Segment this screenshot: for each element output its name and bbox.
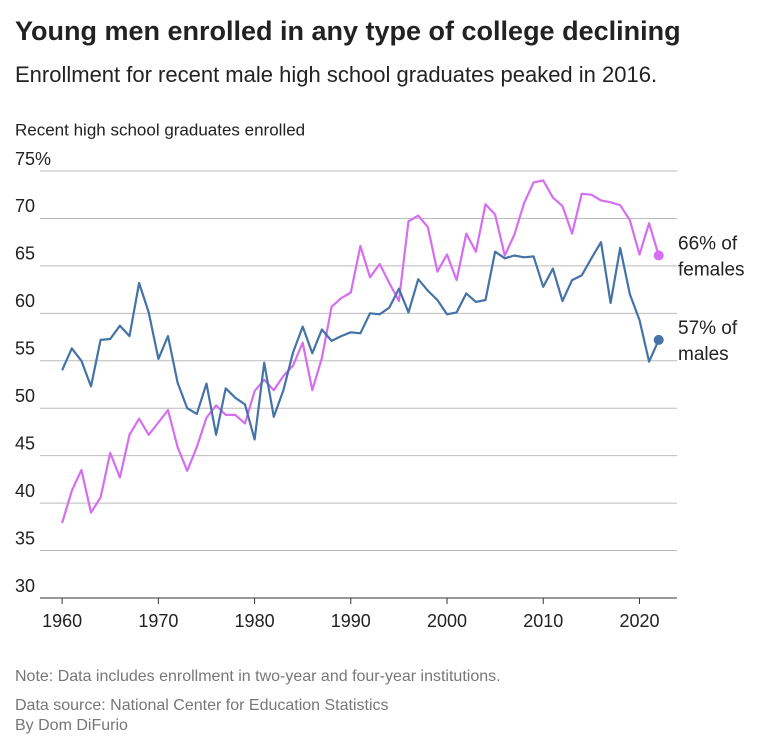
source: Data source: National Center for Educati… [15,697,389,714]
x-tick-label: 1960 [42,611,82,631]
y-tick-label: 70 [15,196,35,216]
end-label: females [678,259,745,280]
y-tick-label: 55 [15,339,35,359]
y-tick-label: 45 [15,433,35,453]
x-tick-label: 1980 [235,611,275,631]
note: Note: Data includes enrollment in two-ye… [15,668,501,685]
y-tick-label: 50 [15,386,35,406]
y-tick-label: 30 [15,576,35,596]
x-tick-label: 2010 [523,611,563,631]
series-line [61,241,660,441]
end-label: 57% of [678,318,738,339]
y-tick-label: 35 [15,528,35,548]
chart-subtitle: Enrollment for recent male high school g… [15,62,657,87]
x-tick-label: 2020 [619,611,659,631]
end-dot [653,334,664,345]
end-label: 66% of [678,233,738,254]
byline: By Dom DiFurio [15,717,128,734]
x-tick-label: 2000 [427,611,467,631]
x-tick-label: 1990 [331,611,371,631]
x-tick-label: 1970 [138,611,178,631]
y-tick-label: 75% [15,149,51,169]
y-tick-label: 60 [15,291,35,311]
end-label: males [678,344,729,365]
y-axis-label: Recent high school graduates enrolled [15,120,305,139]
y-tick-label: 65 [15,244,35,264]
y-tick-label: 40 [15,481,35,501]
chart-title: Young men enrolled in any type of colleg… [15,16,681,46]
end-dot [653,250,664,261]
series-line [61,179,660,524]
